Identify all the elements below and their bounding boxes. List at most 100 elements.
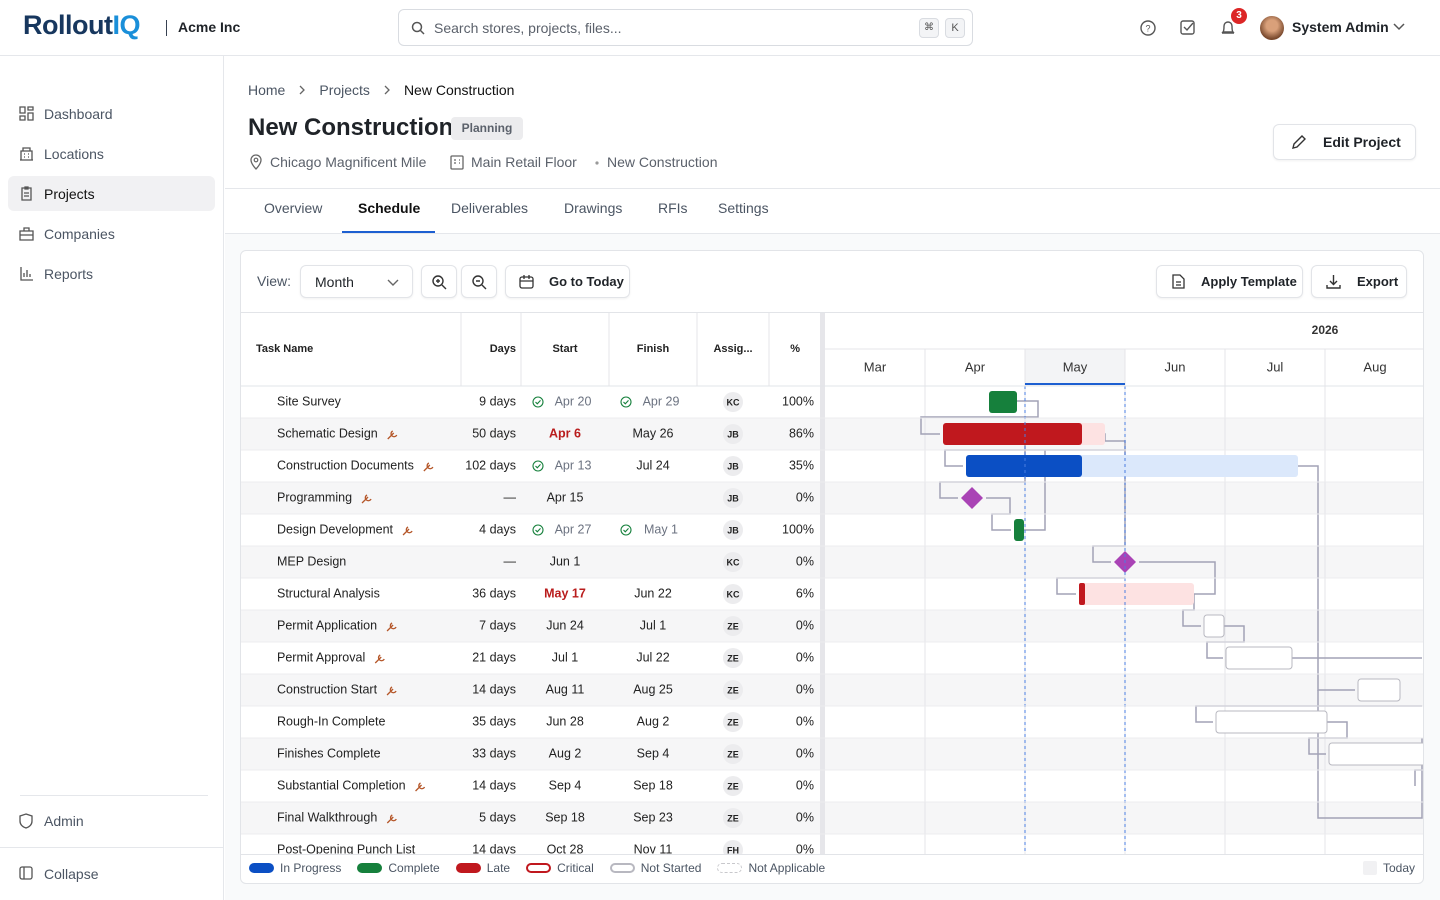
column-header[interactable]: Finish [637,343,670,355]
nav-icon [19,227,34,241]
wrench-icon[interactable] [387,430,398,440]
bar-late[interactable] [943,423,1082,445]
column-header[interactable]: Task Name [256,343,313,355]
task-name[interactable]: Programming [277,490,352,504]
view-select[interactable]: Month [300,265,413,298]
wrench-icon[interactable] [415,782,426,792]
org-name[interactable]: Acme Inc [178,19,241,35]
column-header[interactable]: % [790,343,800,355]
tab[interactable]: RFIs [658,200,688,216]
month-label: Jun [1165,359,1186,374]
tasks-icon[interactable] [1180,20,1195,35]
user-name[interactable]: System Admin [1292,19,1389,35]
task-finish: Jul 1 [640,618,666,632]
bar-late[interactable] [1079,583,1085,605]
row-bg [241,834,1423,854]
schedule-grid: Mar Apr May Jun Jul Aug 2026 Task Name Days Start… [241,313,1423,854]
column-header[interactable]: Start [552,343,577,355]
assignee-initials: ZE [727,717,739,727]
task-percent: 0% [796,842,814,854]
wrench-icon[interactable] [386,814,397,824]
task-name[interactable]: Site Survey [277,394,342,408]
task-days: — [504,554,517,568]
milestone[interactable] [961,487,983,509]
assignee-initials: FH [727,845,739,854]
icon-shape [532,524,544,536]
divider [241,854,1423,855]
task-percent: 0% [796,490,814,504]
task-name[interactable]: Rough-In Complete [277,714,385,728]
wrench-icon[interactable] [402,526,413,536]
task-days: 4 days [479,522,516,536]
tab[interactable]: Deliverables [451,200,529,216]
today-button[interactable]: Go to Today [505,265,630,298]
task-name[interactable]: Post-Opening Punch List [277,842,416,854]
task-name[interactable]: Structural Analysis [277,586,380,600]
zoom-in-button[interactable] [421,265,457,298]
column-header[interactable]: Assig... [713,343,752,355]
logo-accent: IQ [112,10,140,40]
notification-badge: 3 [1231,8,1247,24]
icon-shape [386,686,397,696]
breadcrumb-item[interactable]: Projects [319,82,370,98]
nav-item[interactable]: Reports [8,256,215,291]
bar-not-started [1203,614,1423,766]
avatar[interactable] [1260,16,1284,40]
logo[interactable]: RolloutIQ [23,10,140,41]
breadcrumb-item[interactable]: Home [248,82,286,98]
task-name[interactable]: Schematic Design [277,426,378,440]
task-name[interactable]: Construction Documents [277,458,414,472]
bell-icon[interactable] [1221,21,1235,34]
export-button[interactable]: Export [1311,265,1407,298]
search-box[interactable]: Search stores, projects, files... ⌘ K [398,9,973,46]
task-days: — [504,490,517,504]
tab[interactable]: Drawings [564,200,623,216]
nav-item[interactable]: Locations [8,136,215,171]
wrench-icon[interactable] [386,686,397,696]
done-icon [620,524,632,536]
edit-project-button[interactable]: Edit Project [1273,124,1416,160]
chevron[interactable] [1393,23,1405,31]
wrench-icon[interactable] [423,462,434,472]
task-name[interactable]: MEP Design [277,554,346,568]
wrench-icon[interactable] [386,622,397,632]
task-name[interactable]: Substantial Completion [277,778,406,792]
icon-shape [386,814,397,824]
nav-label: Dashboard [44,105,113,122]
nav-icon [19,106,34,121]
task-name[interactable]: Construction Start [277,682,378,696]
task-name[interactable]: Permit Application [277,618,377,632]
task-name[interactable]: Design Development [277,522,394,536]
help-icon[interactable]: ? [1140,20,1156,36]
nav-item[interactable]: Projects [8,176,215,211]
tab[interactable]: Overview [264,200,323,216]
apply-template-button[interactable]: Apply Template [1156,265,1303,298]
column-header[interactable]: Days [490,343,516,355]
bar-complete[interactable] [989,391,1017,413]
collapse-button[interactable]: Collapse [44,866,99,882]
nav-item[interactable]: Dashboard [8,96,215,131]
task-days: 14 days [472,778,516,792]
tab[interactable]: Settings [718,200,769,216]
admin-link[interactable]: Admin [44,813,84,829]
nav-item[interactable]: Companies [8,216,215,251]
assignee-initials: ZE [727,813,739,823]
download-icon [1326,275,1341,289]
icon-shape [423,462,434,472]
sidebar: Admin Collapse Dashboard Locations Project… [0,56,224,900]
bar-complete[interactable] [1014,519,1024,541]
task-name[interactable]: Permit Approval [277,650,365,664]
task-finish: Jul 22 [636,650,669,664]
task-name[interactable]: Final Walkthrough [277,810,377,824]
current-month-indicator [1025,383,1125,385]
task-name[interactable]: Finishes Complete [277,746,381,760]
wrench-icon[interactable] [374,654,385,664]
zoom-out-button[interactable] [461,265,497,298]
bar-in-progress[interactable] [966,455,1082,477]
tab[interactable]: Schedule [358,200,421,216]
task-finish: Nov 11 [634,842,673,854]
task-days: 102 days [465,458,516,472]
task-finish: Aug 2 [637,714,670,728]
wrench-icon[interactable] [361,494,372,504]
icon-shape [387,430,398,440]
